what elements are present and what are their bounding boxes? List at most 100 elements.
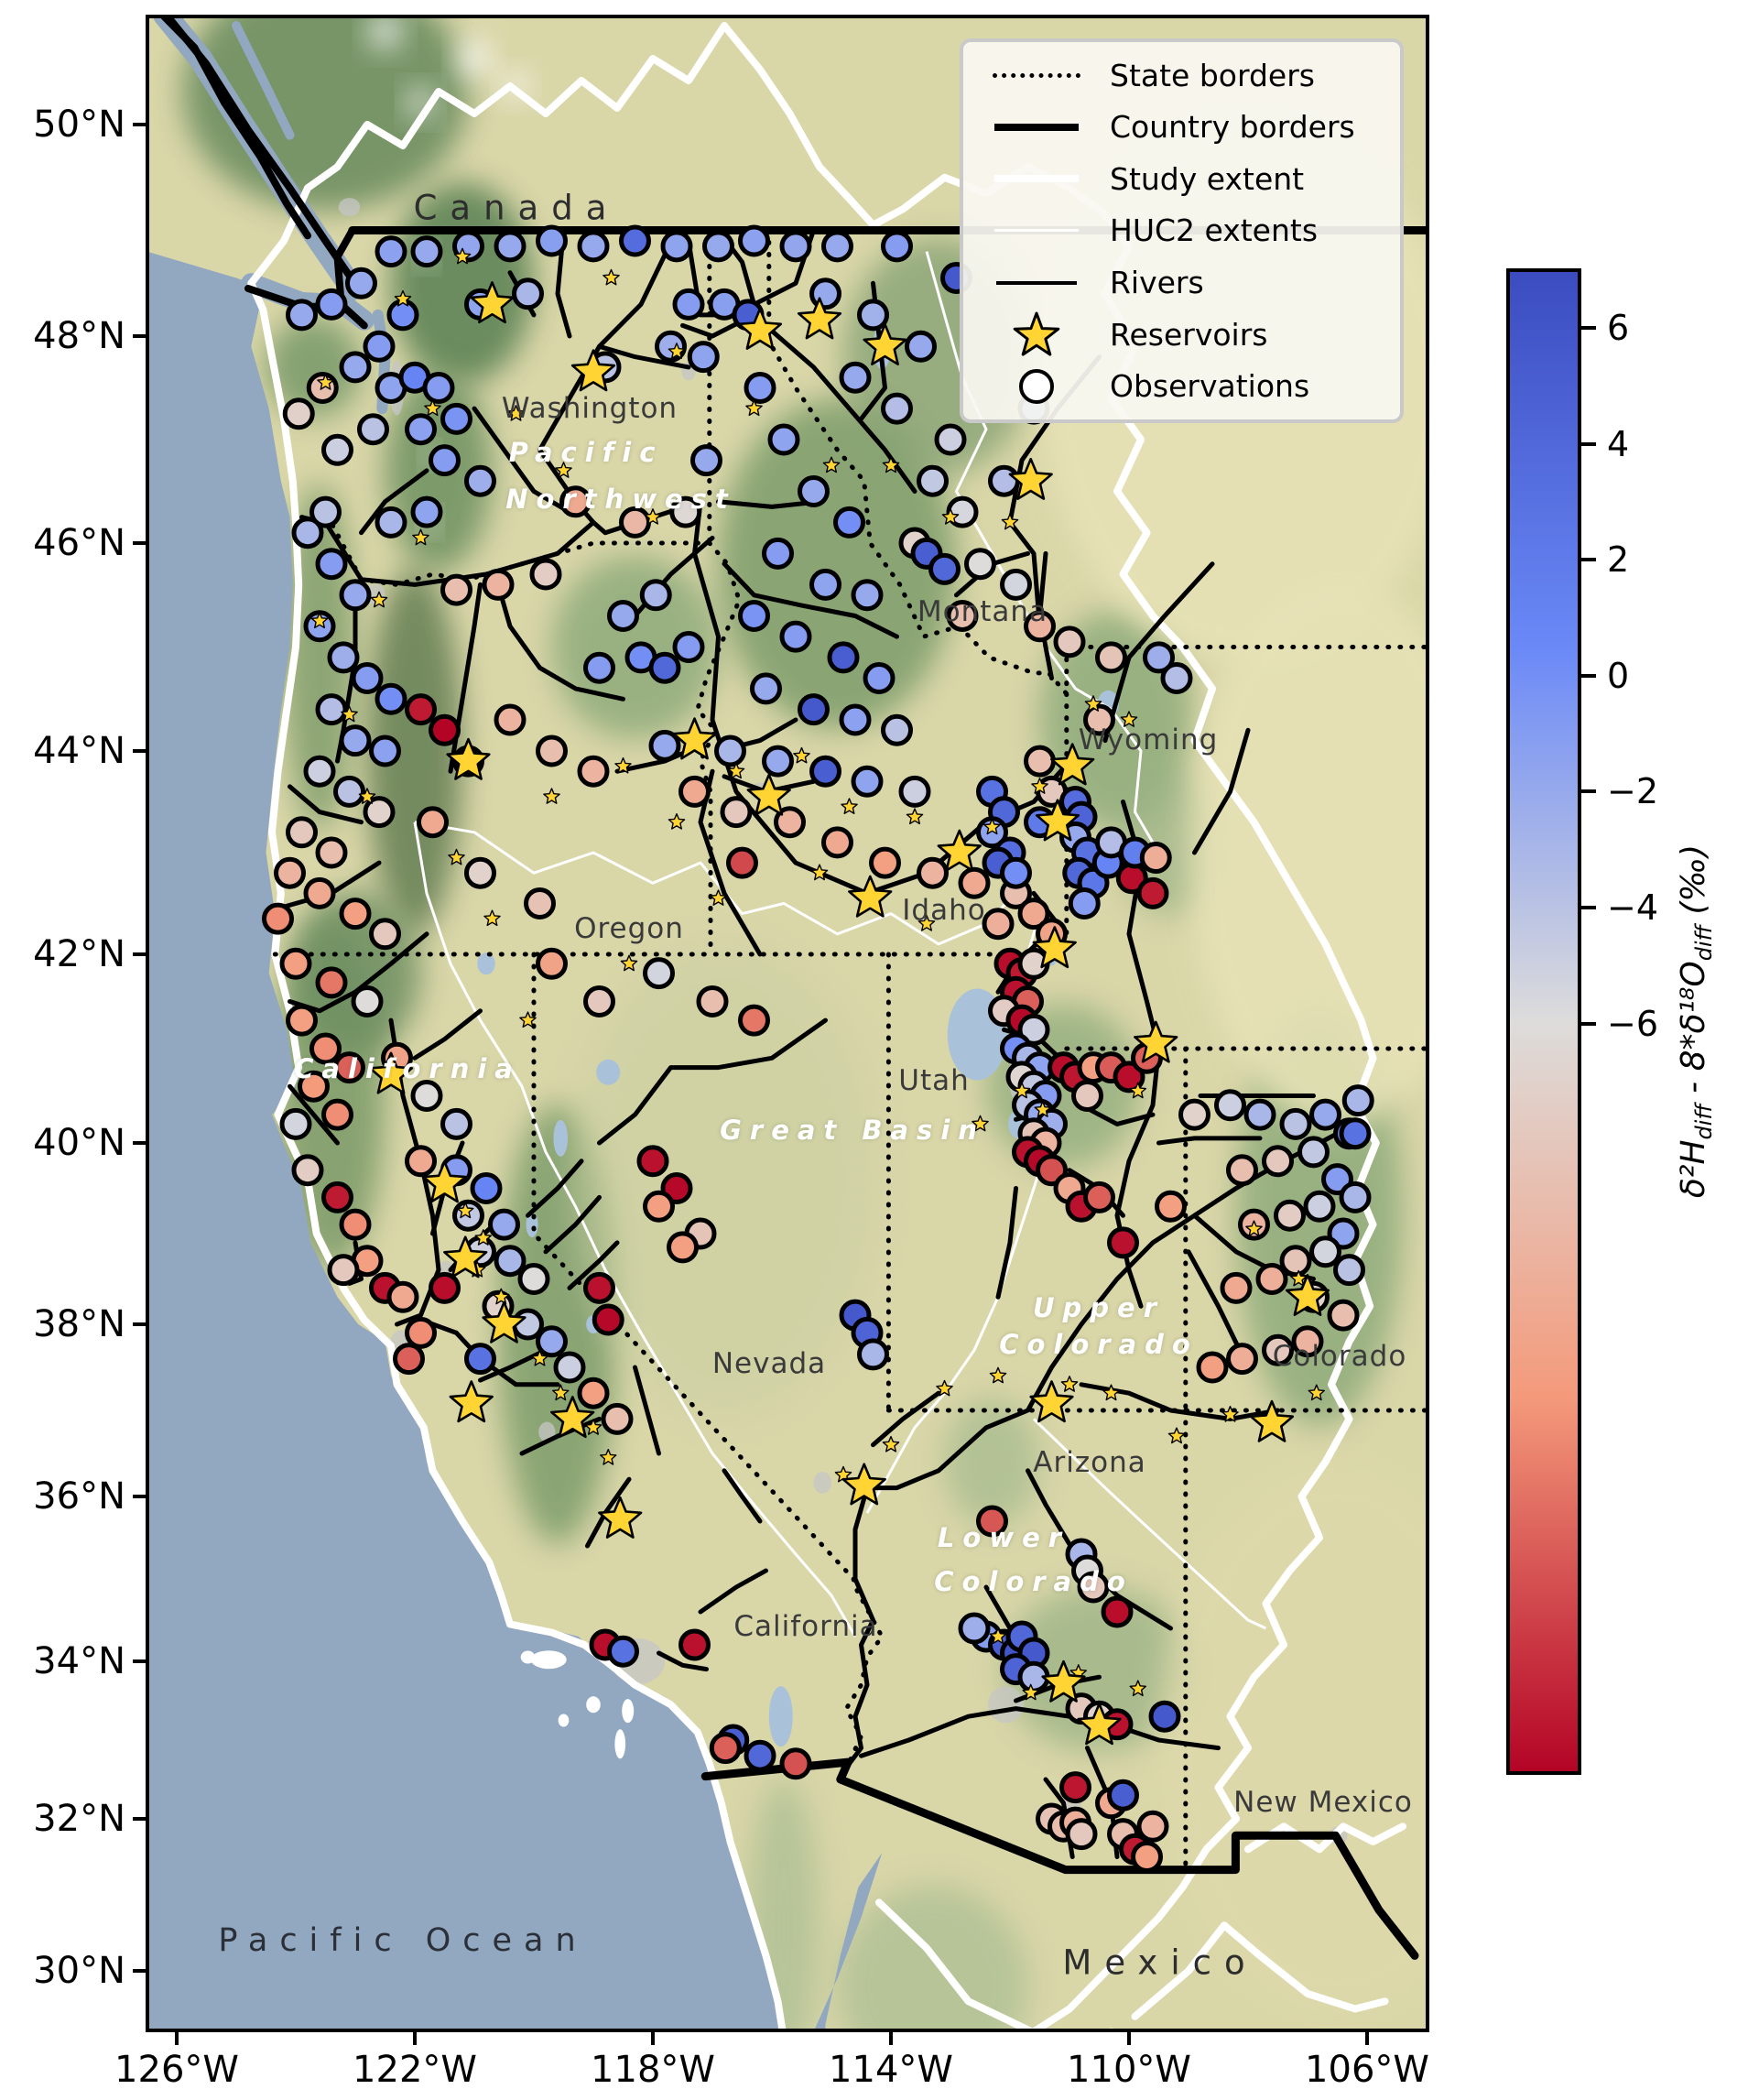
legend-label: Reservoirs: [1110, 316, 1268, 353]
observation-dot: [327, 641, 360, 674]
observation-dot: [976, 1505, 1008, 1538]
observation-dot: [279, 947, 312, 980]
observation-dot: [1131, 1841, 1163, 1873]
observation-dot: [536, 947, 568, 980]
legend-row-study-extent: Study extent: [963, 154, 1400, 203]
colorbar-tick-label: 6: [1607, 308, 1630, 348]
observation-dot: [321, 433, 353, 466]
reservoir-star-small: [644, 508, 662, 525]
observation-dot: [303, 755, 336, 788]
observation-dot: [363, 796, 396, 829]
observation-dot: [559, 485, 592, 518]
observation-dot: [369, 918, 401, 951]
reservoir-star-small: [745, 399, 763, 417]
x-tick-label: 110°W: [1067, 2049, 1191, 2091]
observation-dot: [1017, 898, 1050, 930]
observation-dot: [282, 397, 315, 430]
reservoir-star-small: [614, 756, 632, 774]
x-tick-label: 114°W: [829, 2049, 953, 2091]
reservoir-star-small: [620, 954, 638, 972]
observation-dot: [1095, 641, 1127, 674]
observation-dot: [762, 745, 794, 778]
reservoir-star-small: [1129, 1680, 1146, 1697]
colorbar-tick-label: −6: [1607, 1003, 1659, 1044]
observation-dot: [1068, 887, 1101, 919]
reservoir-star-small: [1167, 1427, 1186, 1444]
observation-dot: [393, 1343, 425, 1376]
reservoir-star-small: [668, 343, 686, 359]
reservoir-star-small: [1084, 695, 1102, 712]
y-tick-label: 50°N: [33, 103, 125, 146]
reservoir-star: [746, 773, 791, 816]
observation-dot: [690, 444, 722, 477]
observation-dot: [494, 703, 527, 736]
reservoir-star-small: [989, 1366, 1007, 1384]
reservoir-star-small: [358, 788, 376, 804]
legend-row-observations: Observations: [963, 362, 1400, 411]
reservoir-star-small: [507, 405, 525, 421]
observation-dot: [821, 230, 853, 263]
reservoir-star-small: [531, 1349, 548, 1366]
observation-dot: [839, 703, 872, 736]
observation-dot: [988, 464, 1020, 497]
observation-dot: [422, 372, 455, 404]
y-tick-label: 42°N: [33, 933, 125, 975]
observation-dot: [524, 887, 556, 919]
observation-dot: [679, 775, 711, 808]
observation-dot: [309, 495, 342, 528]
observation-dot: [839, 361, 872, 394]
observation-dot: [857, 299, 889, 332]
observation-dot: [934, 423, 967, 456]
observation-dot: [298, 1070, 330, 1103]
legend-row-reservoirs: Reservoirs: [963, 310, 1400, 359]
reservoir-star-small: [600, 1449, 617, 1465]
observation-dot: [821, 826, 853, 859]
observation-dot: [583, 651, 615, 684]
observation-dot: [429, 1271, 461, 1304]
reservoir-star: [797, 297, 842, 340]
observation-dot: [577, 1376, 610, 1409]
observation-dot: [643, 1190, 675, 1223]
rivers-line-icon: [963, 280, 1110, 285]
y-tick-label: 40°N: [33, 1122, 125, 1164]
observation-dot: [648, 729, 681, 762]
reservoir-star-small: [936, 1379, 953, 1397]
y-tickmark: [133, 749, 146, 753]
y-tick-label: 34°N: [33, 1640, 125, 1682]
observation-dot: [672, 288, 705, 321]
reservoir-star-small: [603, 268, 620, 286]
observation-dot: [827, 641, 860, 674]
colorbar-tickmark: [1581, 906, 1596, 909]
observation-dot: [619, 506, 651, 539]
colorbar-tick-label: −4: [1607, 887, 1659, 928]
y-tick-label: 44°N: [33, 730, 125, 772]
observation-dot: [738, 599, 770, 632]
observation-dot: [905, 330, 937, 363]
observation-dot: [1139, 842, 1172, 875]
observation-dot: [274, 856, 306, 889]
observation-dot: [536, 734, 568, 767]
legend-label: Study extent: [1110, 160, 1305, 197]
observation-dot: [1226, 1343, 1258, 1376]
observation-dot: [696, 985, 729, 1017]
reservoir-star-small: [1060, 1376, 1079, 1392]
observation-dot: [1065, 1818, 1098, 1851]
reservoir-star-small: [394, 289, 412, 307]
observation-dot: [410, 1080, 443, 1112]
observation-dot: [351, 662, 384, 695]
observation-dot: [339, 898, 372, 930]
legend-label: HUC2 extents: [1110, 212, 1319, 249]
observation-dot: [917, 856, 949, 889]
reservoir-star-small: [917, 915, 936, 931]
reservoir-star: [737, 307, 783, 350]
legend-row-rivers: Rivers: [963, 258, 1400, 308]
observation-dot: [982, 908, 1015, 941]
huc2-extents-line-icon: [963, 229, 1110, 233]
reservoir-star: [848, 875, 893, 918]
observation-circle-icon: [963, 368, 1110, 404]
observation-dot: [417, 806, 449, 839]
observation-dot: [321, 1098, 353, 1131]
observation-dot: [410, 495, 443, 528]
reservoir-star: [672, 717, 717, 760]
